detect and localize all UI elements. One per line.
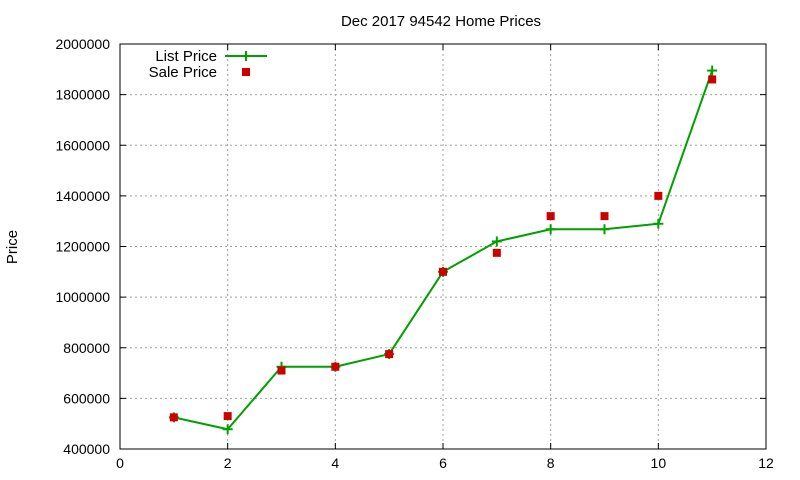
y-tick-label: 1800000 <box>55 87 110 103</box>
sale-price-point <box>331 362 340 371</box>
x-tick-label: 0 <box>116 455 124 471</box>
sale-price-point <box>439 267 447 276</box>
y-tick-label: 600000 <box>63 390 110 406</box>
y-tick-label: 1200000 <box>55 239 110 255</box>
chart-title: Dec 2017 94542 Home Prices <box>341 13 541 30</box>
sale-price-point <box>385 350 394 359</box>
list-price-point <box>599 224 610 235</box>
y-tick-label: 1000000 <box>55 289 110 305</box>
x-tick-label: 8 <box>547 455 555 471</box>
list-price-point <box>653 218 664 229</box>
legend-label-list-price: List Price <box>155 48 217 65</box>
x-tick-label: 6 <box>439 455 447 471</box>
y-tick-label: 1400000 <box>55 188 110 204</box>
list-price-point <box>707 65 718 76</box>
grid-lines <box>120 44 766 449</box>
sale-price-point <box>654 191 663 200</box>
y-tick-label: 400000 <box>63 441 110 457</box>
legend-label-sale-price: Sale Price <box>149 64 217 81</box>
list-price-point <box>222 424 233 435</box>
sale-price-point <box>546 212 555 221</box>
sale-price-point <box>223 412 232 421</box>
sale-price-point <box>708 75 717 84</box>
y-axis-label: Price <box>4 230 21 264</box>
y-tick-label: 800000 <box>63 340 110 356</box>
sale-price-point <box>492 248 501 257</box>
list-price-point <box>491 236 502 247</box>
x-tick-label: 10 <box>651 455 667 471</box>
x-tick-label: 4 <box>331 455 339 471</box>
legend-marker-list-price <box>241 51 251 61</box>
list-price-point <box>545 224 556 235</box>
y-tick-label: 1600000 <box>55 137 110 153</box>
sale-price-point <box>169 413 178 422</box>
y-tick-label: 2000000 <box>55 36 110 52</box>
axes: 0 2 4 6 8 10 12 400000 600000 800000 1000000 120000… <box>55 36 774 471</box>
sale-price-point <box>600 212 609 221</box>
x-tick-label: 2 <box>224 455 232 471</box>
x-tick-label: 12 <box>758 455 774 471</box>
series-group <box>168 65 718 435</box>
sale-price-point <box>277 366 286 375</box>
legend-marker-sale-price <box>242 68 250 76</box>
